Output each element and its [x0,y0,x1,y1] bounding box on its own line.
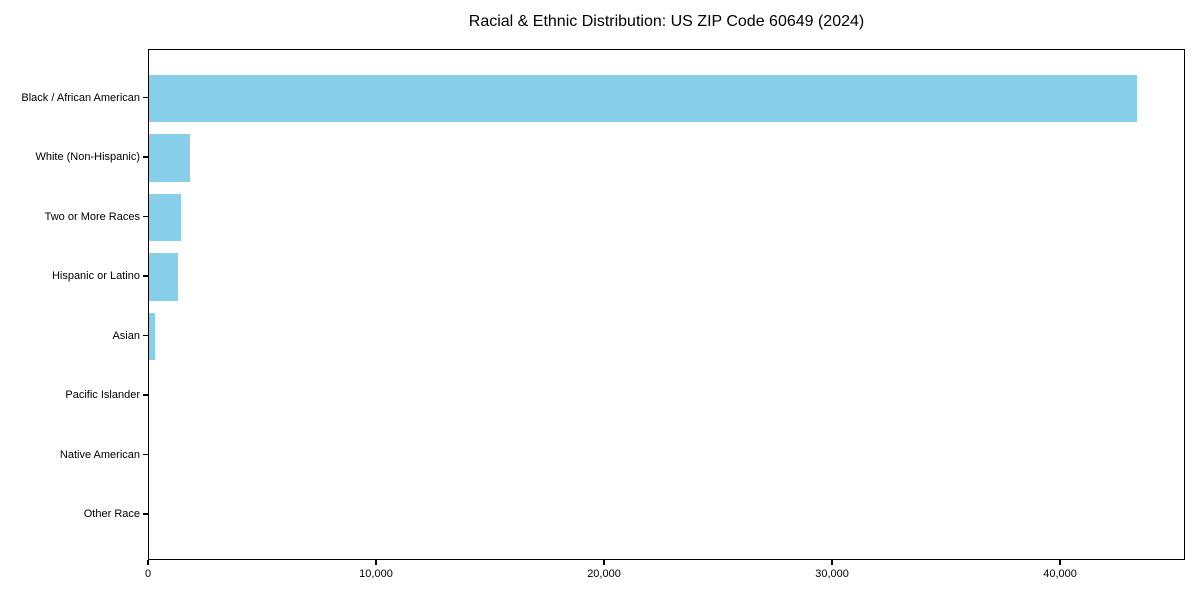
x-tick-mark [831,560,833,565]
chart-title: Racial & Ethnic Distribution: US ZIP Cod… [468,13,865,30]
y-tick-mark [143,275,148,277]
x-tick-label-30000: 30,000 [815,568,849,580]
x-tick-mark [375,560,377,565]
bar-two-or-more-races [149,193,182,242]
bar-white-non-hispanic [149,134,191,182]
x-tick-label-20000: 20,000 [587,568,621,580]
y-tick-mark [143,156,148,158]
y-tick-mark [143,96,148,99]
x-tick-label-10000: 10,000 [359,568,393,580]
x-tick-mark [603,560,605,565]
x-tick-label-0: 0 [144,568,152,580]
y-tick-label-asian: Asian [112,329,140,342]
y-tick-mark [143,334,148,337]
plot-area [148,49,1185,560]
bar-black-african-american [149,74,1137,123]
y-tick-label-white-non-hispanic: White (Non-Hispanic) [35,151,140,163]
bar-hispanic-or-latino [149,253,178,301]
y-tick-label-other-race: Other Race [83,508,140,520]
y-tick-mark [143,215,148,218]
y-tick-label-pacific-islander: Pacific Islander [65,389,140,401]
x-tick-mark [1059,560,1061,565]
y-tick-mark [143,513,148,515]
y-tick-mark [143,394,148,396]
y-tick-label-two-or-more-races: Two or More Races [44,210,140,223]
x-tick-label-40000: 40,000 [1043,568,1077,580]
x-tick-mark [147,560,149,565]
y-tick-mark [143,453,148,456]
bar-asian [149,312,155,361]
y-tick-label-black-african-american: Black / African American [21,91,140,104]
y-tick-label-native-american: Native American [59,448,140,461]
y-tick-label-hispanic-or-latino: Hispanic or Latino [51,270,140,282]
